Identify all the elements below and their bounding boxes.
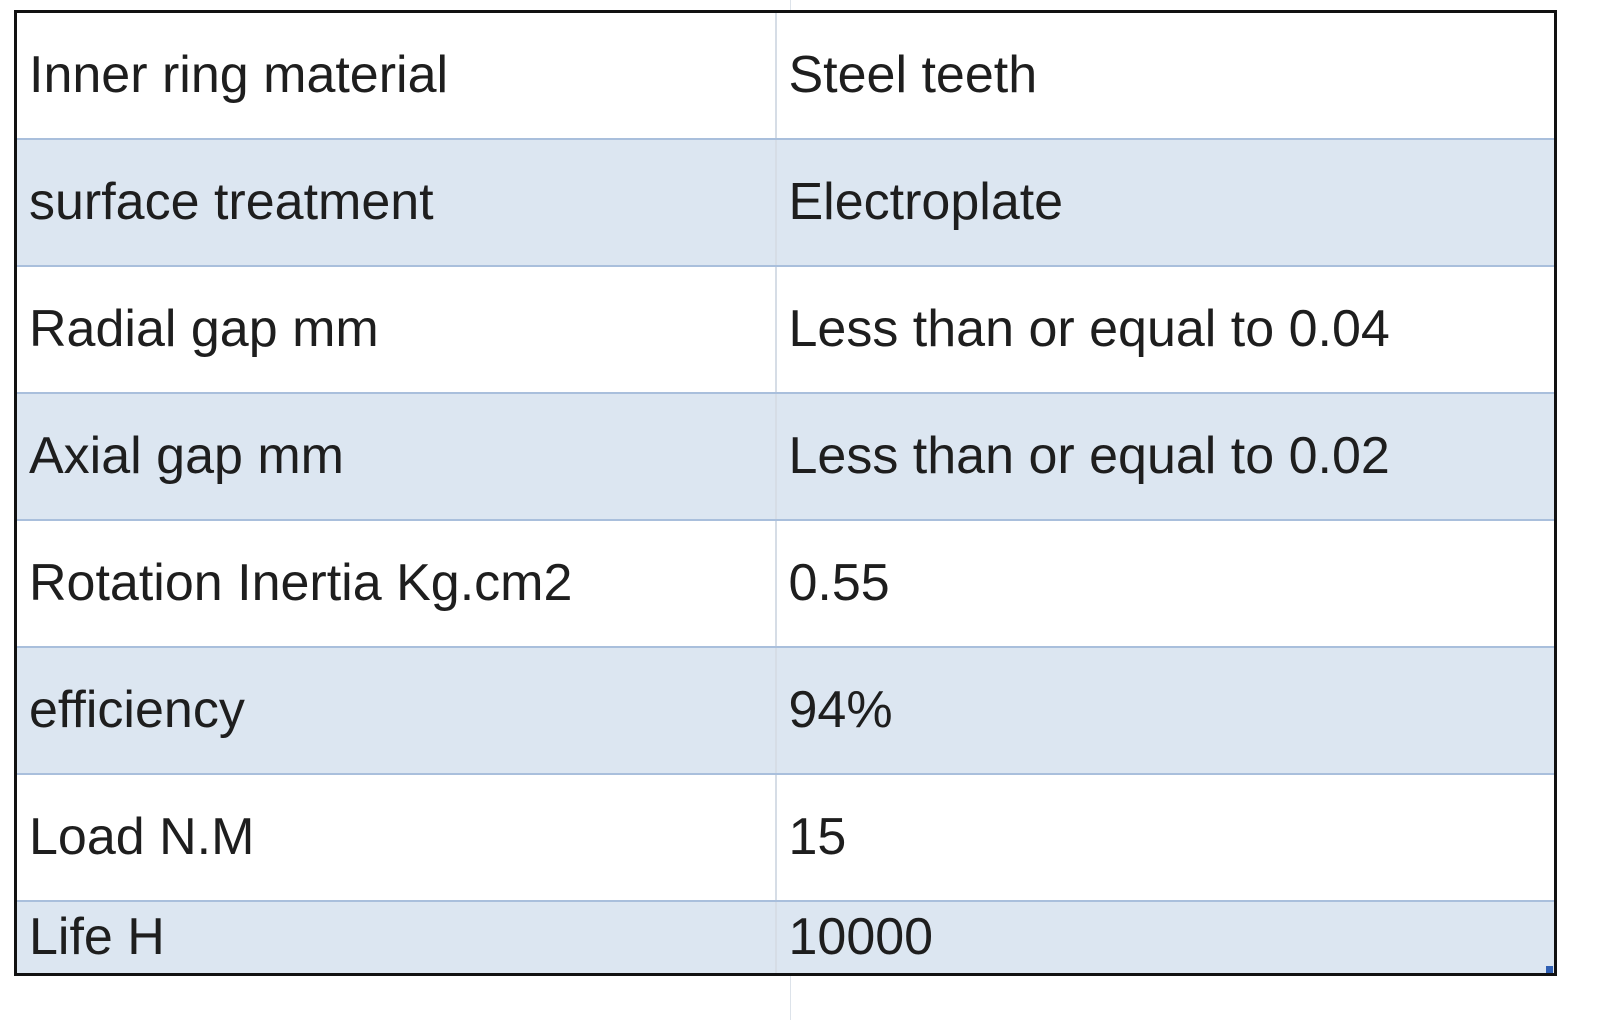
- table-row: Radial gap mm Less than or equal to 0.04: [15, 264, 1556, 394]
- cell-rotation-inertia-label[interactable]: Rotation Inertia Kg.cm2: [15, 518, 777, 648]
- cell-load-value[interactable]: 15: [775, 772, 1556, 902]
- cell-surface-treatment-label[interactable]: surface treatment: [15, 137, 777, 267]
- cell-load-label[interactable]: Load N.M: [15, 772, 777, 902]
- cell-radial-gap-label[interactable]: Radial gap mm: [15, 264, 777, 394]
- cell-radial-gap-value[interactable]: Less than or equal to 0.04: [775, 264, 1556, 394]
- table-row: efficiency 94%: [15, 645, 1556, 775]
- table-row: Inner ring material Steel teeth: [15, 11, 1556, 140]
- cell-inner-ring-material-value[interactable]: Steel teeth: [775, 11, 1556, 140]
- table-row: Rotation Inertia Kg.cm2 0.55: [15, 518, 1556, 648]
- selection-fill-handle[interactable]: [1546, 966, 1553, 973]
- cell-life-label[interactable]: Life H: [15, 899, 777, 976]
- spec-table: Inner ring material Steel teeth surface …: [14, 10, 1557, 976]
- cell-efficiency-value[interactable]: 94%: [775, 645, 1556, 775]
- cell-axial-gap-label[interactable]: Axial gap mm: [15, 391, 777, 521]
- cell-axial-gap-value[interactable]: Less than or equal to 0.02: [775, 391, 1556, 521]
- cell-efficiency-label[interactable]: efficiency: [15, 645, 777, 775]
- cell-surface-treatment-value[interactable]: Electroplate: [775, 137, 1556, 267]
- table-row: Load N.M 15: [15, 772, 1556, 902]
- cell-life-value[interactable]: 10000: [775, 899, 1556, 976]
- table-row: surface treatment Electroplate: [15, 137, 1556, 267]
- table-row: Axial gap mm Less than or equal to 0.02: [15, 391, 1556, 521]
- cell-inner-ring-material-label[interactable]: Inner ring material: [15, 11, 777, 140]
- cell-rotation-inertia-value[interactable]: 0.55: [775, 518, 1556, 648]
- table-row: Life H 10000: [15, 899, 1556, 976]
